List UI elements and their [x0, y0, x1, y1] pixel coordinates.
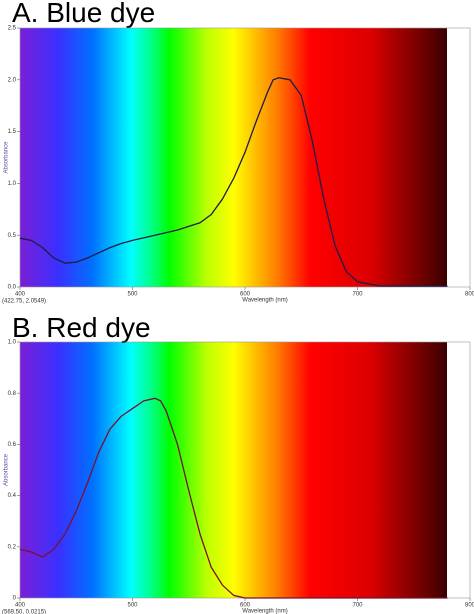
x-tick-label: 500 [127, 292, 138, 298]
data-line [19, 77, 448, 287]
y-tick-label: 1.5 [8, 129, 17, 135]
y-tick-label: 0.4 [8, 493, 17, 499]
x-tick-label: 800 [465, 292, 474, 298]
x-tick-label: 700 [352, 292, 363, 298]
cursor-readout: (422.75, 2.0549) [2, 299, 46, 305]
y-axis-label: Absorbance [4, 453, 10, 486]
y-tick-label: 1.0 [8, 181, 17, 187]
y-tick-label: 0.2 [8, 544, 17, 550]
x-tick-label: 600 [240, 603, 251, 609]
y-tick-label: 2.0 [8, 77, 17, 83]
y-tick-label: 0.6 [8, 442, 17, 448]
data-line [19, 397, 448, 599]
x-tick-label: 500 [127, 603, 138, 609]
x-axis-label: Wavelength (nm) [242, 298, 287, 304]
x-tick-label: 800 [465, 603, 474, 609]
y-tick-label: 0.5 [8, 233, 17, 239]
x-tick-label: 600 [240, 292, 251, 298]
x-tick-label: 400 [15, 603, 26, 609]
y-tick-label: 0.8 [8, 391, 17, 397]
y-tick-label: 1.0 [8, 340, 17, 346]
x-tick-label: 400 [15, 292, 26, 298]
spectrum-band [20, 342, 447, 598]
spectrum-band [20, 28, 447, 287]
x-tick-label: 700 [352, 603, 363, 609]
y-tick-label: 0 [13, 596, 17, 602]
y-axis-label: Absorbance [4, 141, 10, 174]
chart-title: B. Red dye [12, 312, 151, 343]
x-axis-label: Wavelength (nm) [242, 609, 287, 614]
cursor-readout: (569.50, 0.0215) [2, 610, 46, 614]
y-tick-label: 0.0 [8, 285, 17, 291]
chart-title: A. Blue dye [12, 0, 155, 28]
y-tick-label: 2.5 [8, 26, 17, 32]
